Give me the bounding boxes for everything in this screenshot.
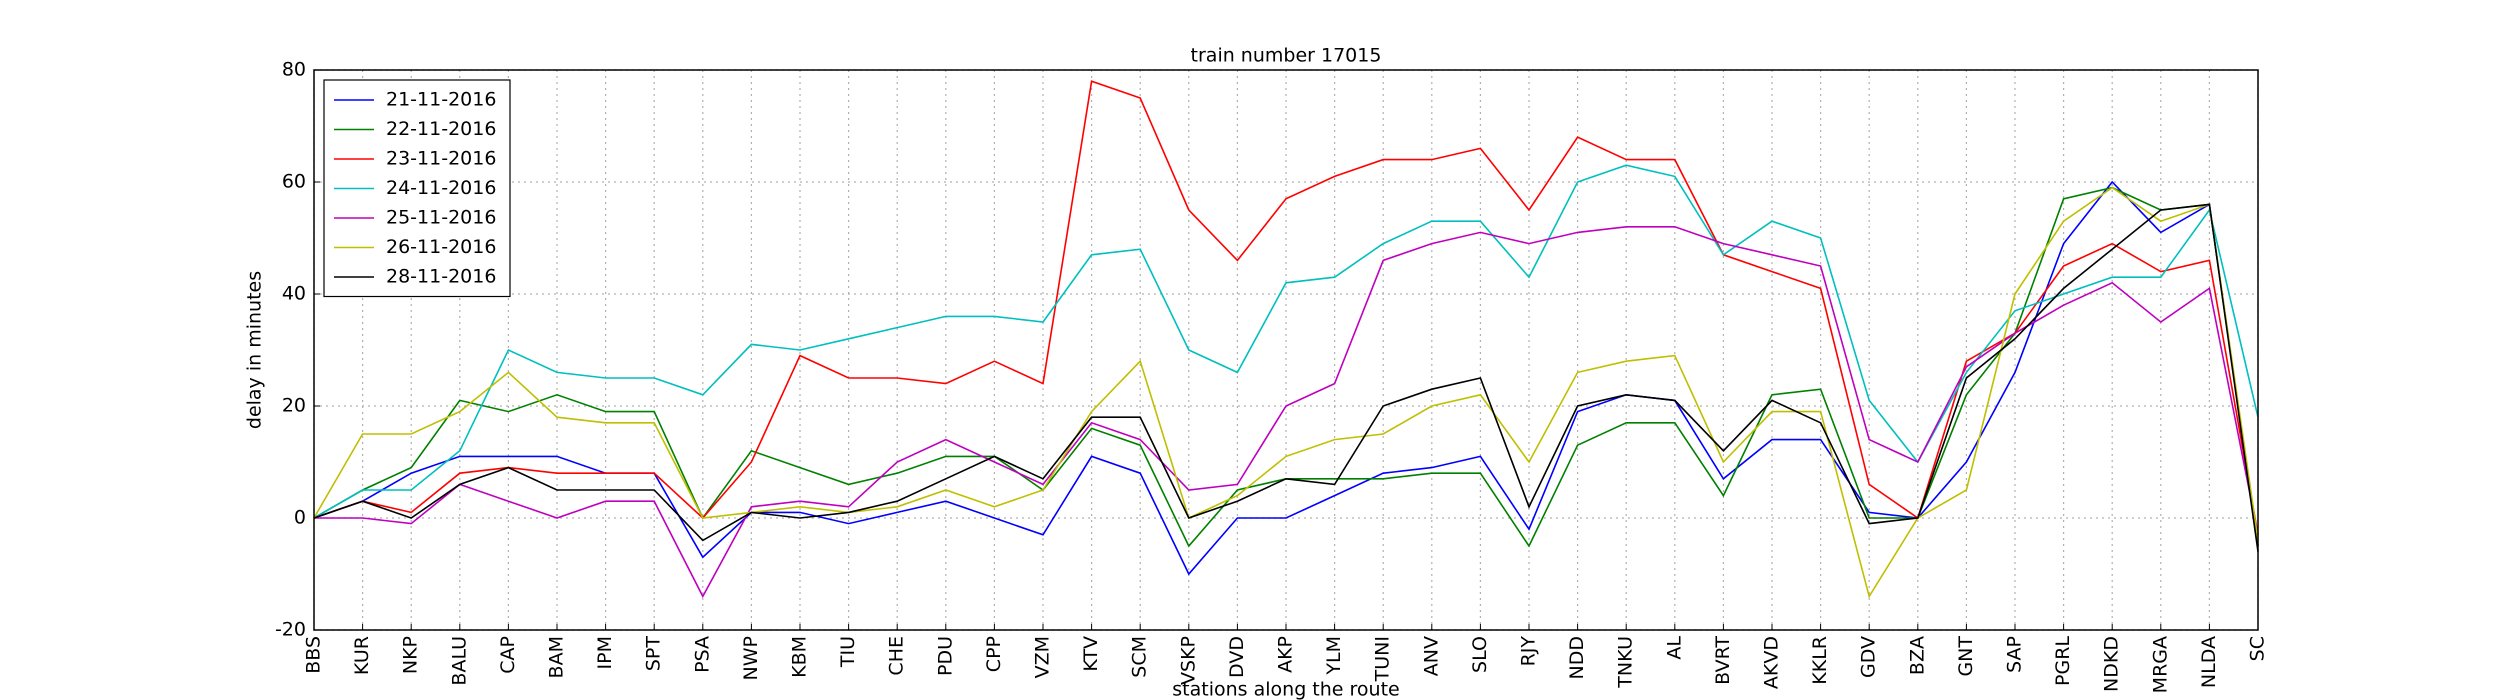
- x-tick-label: SLO: [1469, 636, 1491, 673]
- x-tick-label: NWP: [740, 636, 762, 680]
- y-tick-label: 80: [282, 59, 306, 81]
- legend-label: 24-11-2016: [386, 177, 496, 199]
- x-tick-label: KTV: [1080, 636, 1102, 672]
- legend-label: 23-11-2016: [386, 148, 496, 170]
- x-tick-label: NKP: [400, 636, 422, 674]
- legend-label: 22-11-2016: [386, 118, 496, 140]
- x-tick-label: BAM: [546, 636, 568, 678]
- x-tick-label: BVRT: [1712, 636, 1734, 685]
- legend-label: 21-11-2016: [386, 89, 496, 111]
- x-tick-label: TIU: [837, 636, 859, 668]
- x-tick-label: GDV: [1858, 636, 1880, 678]
- x-tick-label: CPP: [983, 636, 1005, 672]
- series-line: [314, 226, 2259, 599]
- x-tick-label: VSKP: [1177, 636, 1199, 685]
- y-tick-label: -20: [275, 619, 306, 641]
- x-tick-label: SC: [2247, 636, 2269, 661]
- x-tick-label: NDKD: [2101, 636, 2123, 692]
- x-tick-label: SCM: [1129, 636, 1151, 678]
- series-line: [313, 80, 2259, 535]
- chart-title: train number 17015: [1191, 45, 1382, 67]
- x-tick-label: SPT: [643, 636, 665, 672]
- x-tick-label: RJY: [1518, 636, 1540, 667]
- x-tick-label: KBM: [789, 636, 811, 678]
- x-tick-label: AL: [1663, 636, 1685, 660]
- x-axis-label: stations along the route: [1172, 679, 1399, 700]
- legend-label: 28-11-2016: [386, 266, 496, 288]
- x-tick-label: VZM: [1032, 636, 1054, 678]
- x-tick-label: PDU: [934, 636, 956, 676]
- x-tick-label: IPM: [594, 636, 616, 669]
- x-tick-label: CAP: [497, 636, 519, 674]
- y-axis-label: delay in minutes: [244, 271, 266, 429]
- x-tick-label: ANV: [1420, 636, 1442, 676]
- x-tick-label: BZA: [1906, 636, 1928, 675]
- x-tick-label: MRGA: [2149, 636, 2171, 693]
- x-tick-label: TNKU: [1615, 636, 1637, 689]
- y-tick-label: 0: [294, 507, 306, 529]
- x-tick-label: AKP: [1275, 636, 1297, 673]
- y-tick-label: 20: [282, 395, 306, 417]
- x-tick-label: SAP: [2004, 636, 2026, 673]
- x-tick-label: CHE: [886, 636, 908, 676]
- x-tick-label: GNT: [1955, 636, 1977, 677]
- legend-label: 25-11-2016: [386, 207, 496, 229]
- y-tick-label: 60: [282, 171, 306, 193]
- x-tick-label: PGRL: [2052, 636, 2074, 686]
- x-tick-label: KKLR: [1809, 636, 1831, 685]
- x-tick-label: TUNI: [1372, 636, 1394, 682]
- x-tick-label: AKVD: [1761, 636, 1783, 689]
- x-tick-label: BALU: [448, 636, 470, 686]
- y-tick-label: 40: [282, 283, 306, 305]
- plot-frame: [313, 69, 2259, 631]
- x-tick-label: BBS: [303, 636, 325, 674]
- x-tick-label: NDD: [1566, 636, 1588, 679]
- series-line: [313, 164, 2259, 519]
- x-tick-label: KUR: [351, 636, 373, 675]
- legend-label: 26-11-2016: [386, 236, 496, 258]
- series-line: [313, 186, 2259, 599]
- x-tick-label: NLDA: [2198, 636, 2220, 688]
- x-tick-label: DVD: [1226, 636, 1248, 678]
- x-tick-label: PSA: [691, 636, 713, 673]
- x-tick-label: YLM: [1323, 636, 1345, 676]
- series-line: [313, 203, 2259, 552]
